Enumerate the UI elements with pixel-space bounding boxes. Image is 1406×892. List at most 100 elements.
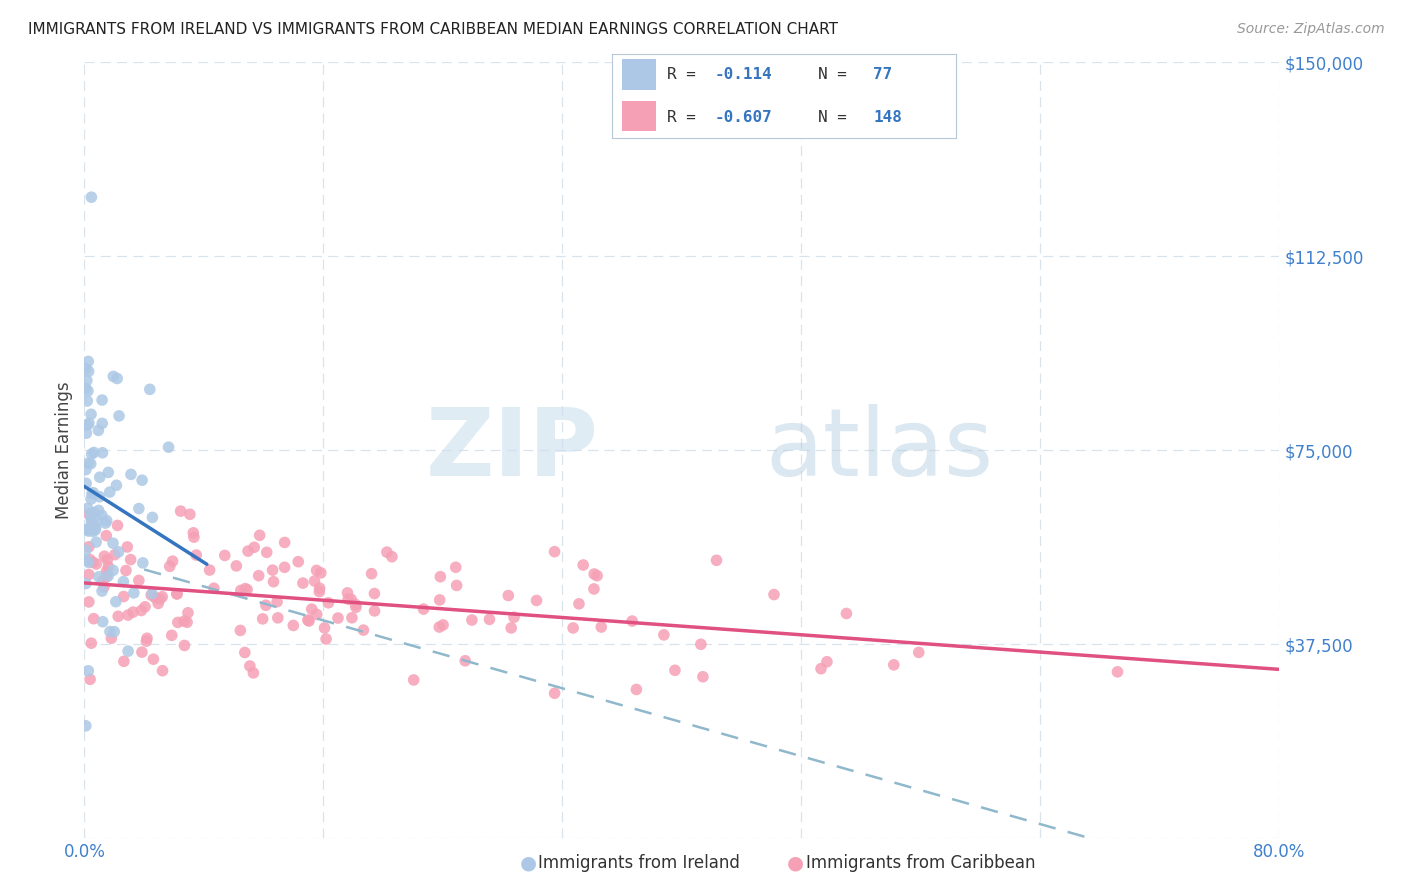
Point xyxy=(429,593,451,607)
Point xyxy=(526,593,548,607)
Point xyxy=(77,364,100,378)
Point xyxy=(162,554,184,568)
Point xyxy=(96,514,118,528)
Point xyxy=(402,673,425,687)
Point xyxy=(262,563,284,577)
Point xyxy=(186,548,208,562)
Point xyxy=(82,555,104,569)
Point xyxy=(236,582,259,597)
Point xyxy=(315,632,337,646)
Point xyxy=(75,426,97,441)
Point xyxy=(236,544,259,558)
Point xyxy=(652,628,675,642)
Point xyxy=(75,361,97,376)
Point xyxy=(77,354,100,368)
Point xyxy=(344,600,367,615)
Point xyxy=(80,447,103,461)
Point xyxy=(454,654,477,668)
Bar xyxy=(621,60,657,90)
Point xyxy=(82,506,104,520)
Point xyxy=(87,423,110,437)
Point xyxy=(305,563,328,577)
Point xyxy=(148,596,170,610)
Point xyxy=(80,486,103,500)
Point xyxy=(96,570,118,584)
Point xyxy=(98,485,121,500)
Point xyxy=(375,545,398,559)
Point xyxy=(75,476,97,491)
Point xyxy=(117,644,139,658)
Point xyxy=(337,592,360,607)
Point xyxy=(94,516,117,530)
Point xyxy=(239,659,262,673)
Y-axis label: Median Earnings: Median Earnings xyxy=(55,382,73,519)
Point xyxy=(810,662,832,676)
Point xyxy=(243,541,266,555)
Point xyxy=(621,614,644,628)
Point xyxy=(134,599,156,614)
Point xyxy=(75,553,97,567)
Point xyxy=(444,560,467,574)
Point xyxy=(446,578,468,592)
Point xyxy=(706,553,728,567)
Point xyxy=(112,574,135,589)
Point xyxy=(105,371,128,385)
Point xyxy=(572,558,595,572)
Point xyxy=(308,581,330,595)
Point xyxy=(301,602,323,616)
Point xyxy=(89,490,111,504)
Point xyxy=(314,621,336,635)
Point xyxy=(568,597,591,611)
Point xyxy=(202,581,225,595)
Bar xyxy=(621,101,657,131)
Point xyxy=(120,467,142,482)
Point xyxy=(267,611,290,625)
Text: atlas: atlas xyxy=(766,404,994,497)
Point xyxy=(84,523,107,537)
Point xyxy=(77,664,100,678)
Point xyxy=(84,520,107,534)
Point xyxy=(169,504,191,518)
Point xyxy=(77,456,100,470)
Point xyxy=(326,611,349,625)
Point xyxy=(80,190,103,204)
Text: Immigrants from Caribbean: Immigrants from Caribbean xyxy=(806,855,1035,872)
Point xyxy=(150,590,173,604)
Point xyxy=(128,574,150,588)
Point xyxy=(883,657,905,672)
Point xyxy=(166,587,188,601)
Point xyxy=(478,612,501,626)
Text: ●: ● xyxy=(520,854,537,872)
Point xyxy=(176,615,198,630)
Text: R =: R = xyxy=(666,110,706,125)
Point xyxy=(97,466,120,480)
Point xyxy=(225,558,247,573)
Point xyxy=(91,584,114,599)
Point xyxy=(141,510,163,524)
Point xyxy=(135,634,157,648)
Point xyxy=(77,416,100,430)
Text: IMMIGRANTS FROM IRELAND VS IMMIGRANTS FROM CARIBBEAN MEDIAN EARNINGS CORRELATION: IMMIGRANTS FROM IRELAND VS IMMIGRANTS FR… xyxy=(28,22,838,37)
Point xyxy=(80,491,103,506)
Point xyxy=(75,463,97,477)
Point xyxy=(76,394,98,409)
Point xyxy=(160,628,183,642)
Point xyxy=(80,514,103,528)
Point xyxy=(308,584,330,599)
Point xyxy=(107,545,129,559)
Point xyxy=(183,530,205,544)
Point xyxy=(183,525,205,540)
Point xyxy=(112,654,135,668)
Point xyxy=(117,608,139,623)
Point xyxy=(352,623,374,637)
Point xyxy=(291,576,314,591)
Point xyxy=(298,614,321,628)
Point xyxy=(82,524,104,539)
Text: ZIP: ZIP xyxy=(426,404,599,497)
Point xyxy=(503,610,526,624)
Point xyxy=(98,624,121,639)
Point xyxy=(141,586,163,600)
Point xyxy=(120,552,142,566)
Point xyxy=(498,589,520,603)
Point xyxy=(252,612,274,626)
